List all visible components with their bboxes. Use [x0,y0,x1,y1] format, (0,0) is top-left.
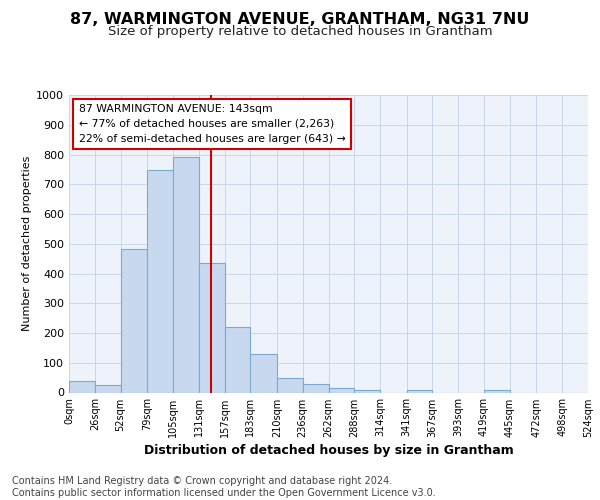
Text: 87, WARMINGTON AVENUE, GRANTHAM, NG31 7NU: 87, WARMINGTON AVENUE, GRANTHAM, NG31 7N… [70,12,530,28]
Bar [250,354,277,393]
Bar [224,327,250,392]
Bar [147,170,173,392]
Bar [277,378,303,392]
Text: 87 WARMINGTON AVENUE: 143sqm
← 77% of detached houses are smaller (2,263)
22% of: 87 WARMINGTON AVENUE: 143sqm ← 77% of de… [79,104,346,144]
Bar [484,390,510,392]
Bar [199,263,224,392]
Text: Contains HM Land Registry data © Crown copyright and database right 2024.
Contai: Contains HM Land Registry data © Crown c… [12,476,436,498]
X-axis label: Distribution of detached houses by size in Grantham: Distribution of detached houses by size … [143,444,514,456]
Text: Size of property relative to detached houses in Grantham: Size of property relative to detached ho… [107,25,493,38]
Y-axis label: Number of detached properties: Number of detached properties [22,156,32,332]
Bar [69,380,95,392]
Bar [329,388,354,392]
Bar [407,390,433,392]
Bar [121,249,147,392]
Bar [354,390,380,392]
Bar [303,384,329,392]
Bar [95,385,121,392]
Bar [173,158,199,392]
